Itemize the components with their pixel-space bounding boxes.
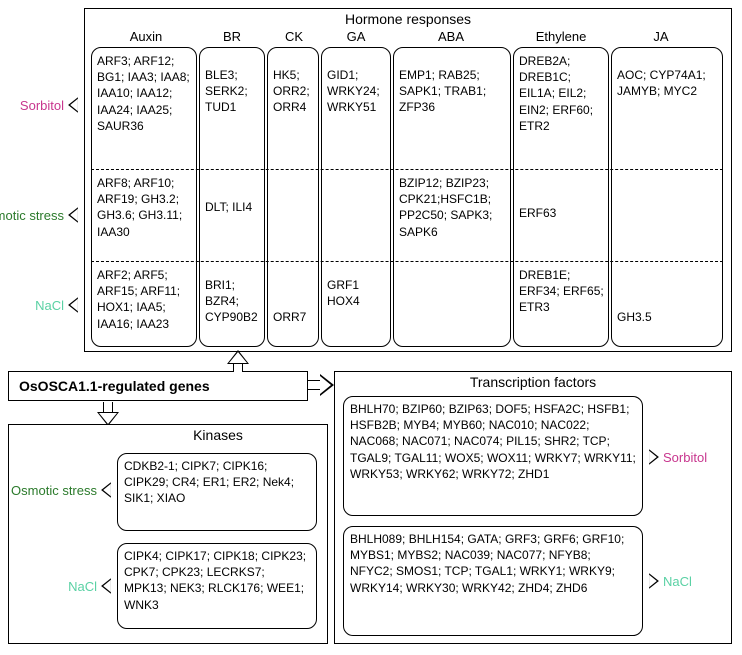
hormone-col-auxin: Auxin bbox=[95, 29, 197, 44]
osca-regulated-genes-diagram: Hormone responses Auxin BR CK GA ABA Eth… bbox=[8, 8, 734, 647]
cell-sorb-br: BLE3; SERK2; TUD1 bbox=[205, 67, 261, 116]
arrow-right-icon bbox=[649, 573, 659, 588]
arrow-left-icon bbox=[101, 482, 111, 497]
cell-sorb-ja: AOC; CYP74A1; JAMYB; MYC2 bbox=[617, 67, 717, 99]
tf-row-label-nacl: NaCl bbox=[663, 574, 727, 589]
hormone-col-eth: Ethylene bbox=[511, 29, 611, 44]
cell-osm-eth: ERF63 bbox=[519, 205, 605, 221]
tf-row-label-sorbitol: Sorbitol bbox=[663, 450, 727, 465]
cell-nacl-ga: GRF1 HOX4 bbox=[327, 277, 387, 309]
arrow-up-icon bbox=[227, 350, 249, 364]
arrow-left-icon bbox=[68, 97, 78, 112]
cell-osm-br: DLT; ILI4 bbox=[205, 199, 261, 215]
cell-sorb-ga: GID1; WRKY24; WRKY51 bbox=[327, 67, 387, 116]
hormone-col-ga: GA bbox=[321, 29, 391, 44]
hormone-row-label-sorbitol: Sorbitol bbox=[8, 98, 64, 113]
kinases-row-label-osmotic: Osmotic stress bbox=[1, 483, 97, 498]
hormone-panel: Hormone responses Auxin BR CK GA ABA Eth… bbox=[84, 8, 732, 352]
hormone-divider-1 bbox=[91, 169, 723, 170]
cell-nacl-br: BRI1; BZR4; CYP90B2 bbox=[205, 277, 265, 326]
cell-nacl-ck: ORR7 bbox=[273, 309, 317, 325]
kinases-osmotic-box: CDKB2-1; CIPK7; CIPK16; CIPK29; CR4; ER1… bbox=[117, 453, 317, 531]
cell-osm-aba: BZIP12; BZIP23; CPK21;HSFC1B; PP2C50; SA… bbox=[399, 175, 507, 240]
hormone-col-ja: JA bbox=[611, 29, 711, 44]
arrow-left-icon bbox=[68, 207, 78, 222]
kinases-panel-title: Kinases bbox=[9, 425, 327, 443]
cell-nacl-eth: DREB1E; ERF34; ERF65; ETR3 bbox=[519, 267, 605, 316]
kinases-row-label-nacl: NaCl bbox=[31, 579, 97, 594]
cell-sorb-aba: EMP1; RAB25; SAPK1; TRAB1; ZFP36 bbox=[399, 67, 507, 116]
cell-osm-auxin: ARF8; ARF10; ARF19; GH3.2; GH3.6; GH3.11… bbox=[97, 175, 193, 240]
central-title-box: OsOSCA1.1-regulated genes bbox=[8, 371, 308, 401]
tf-sorbitol-box: BHLH70; BZIP60; BZIP63; DOF5; HSFA2C; HS… bbox=[343, 396, 643, 516]
arrow-right-icon bbox=[649, 449, 659, 464]
arrow-right-icon bbox=[320, 374, 334, 396]
hormone-divider-2 bbox=[91, 261, 723, 262]
cell-sorb-ck: HK5; ORR2; ORR4 bbox=[273, 67, 317, 116]
kinases-nacl-box: CIPK4; CIPK17; CIPK18; CIPK23; CPK7; CPK… bbox=[117, 543, 317, 629]
hormone-col-aba: ABA bbox=[391, 29, 511, 44]
hormone-col-br: BR bbox=[197, 29, 267, 44]
tf-panel-title: Transcription factors bbox=[335, 372, 731, 390]
arrow-left-icon bbox=[101, 578, 111, 593]
tf-nacl-box: BHLH089; BHLH154; GATA; GRF3; GRF6; GRF1… bbox=[343, 526, 643, 636]
hormone-panel-title: Hormone responses bbox=[85, 9, 731, 27]
cell-sorb-eth: DREB2A; DREB1C; EIL1A; EIL2; EIN2; ERF60… bbox=[519, 53, 605, 134]
hormone-row-label-osmotic: Osmotic stress bbox=[0, 208, 64, 223]
cell-nacl-ja: GH3.5 bbox=[617, 309, 717, 325]
hormone-col-ck: CK bbox=[267, 29, 321, 44]
cell-nacl-auxin: ARF2; ARF5; ARF15; ARF11; HOX1; IAA5; IA… bbox=[97, 267, 193, 332]
cell-sorb-auxin: ARF3; ARF12; BG1; IAA3; IAA8; IAA10; IAA… bbox=[97, 53, 193, 134]
tf-panel: Transcription factors BHLH70; BZIP60; BZ… bbox=[334, 371, 732, 644]
arrow-left-icon bbox=[68, 297, 78, 312]
kinases-panel: Kinases CDKB2-1; CIPK7; CIPK16; CIPK29; … bbox=[8, 424, 328, 644]
hormone-row-label-nacl: NaCl bbox=[8, 298, 64, 313]
